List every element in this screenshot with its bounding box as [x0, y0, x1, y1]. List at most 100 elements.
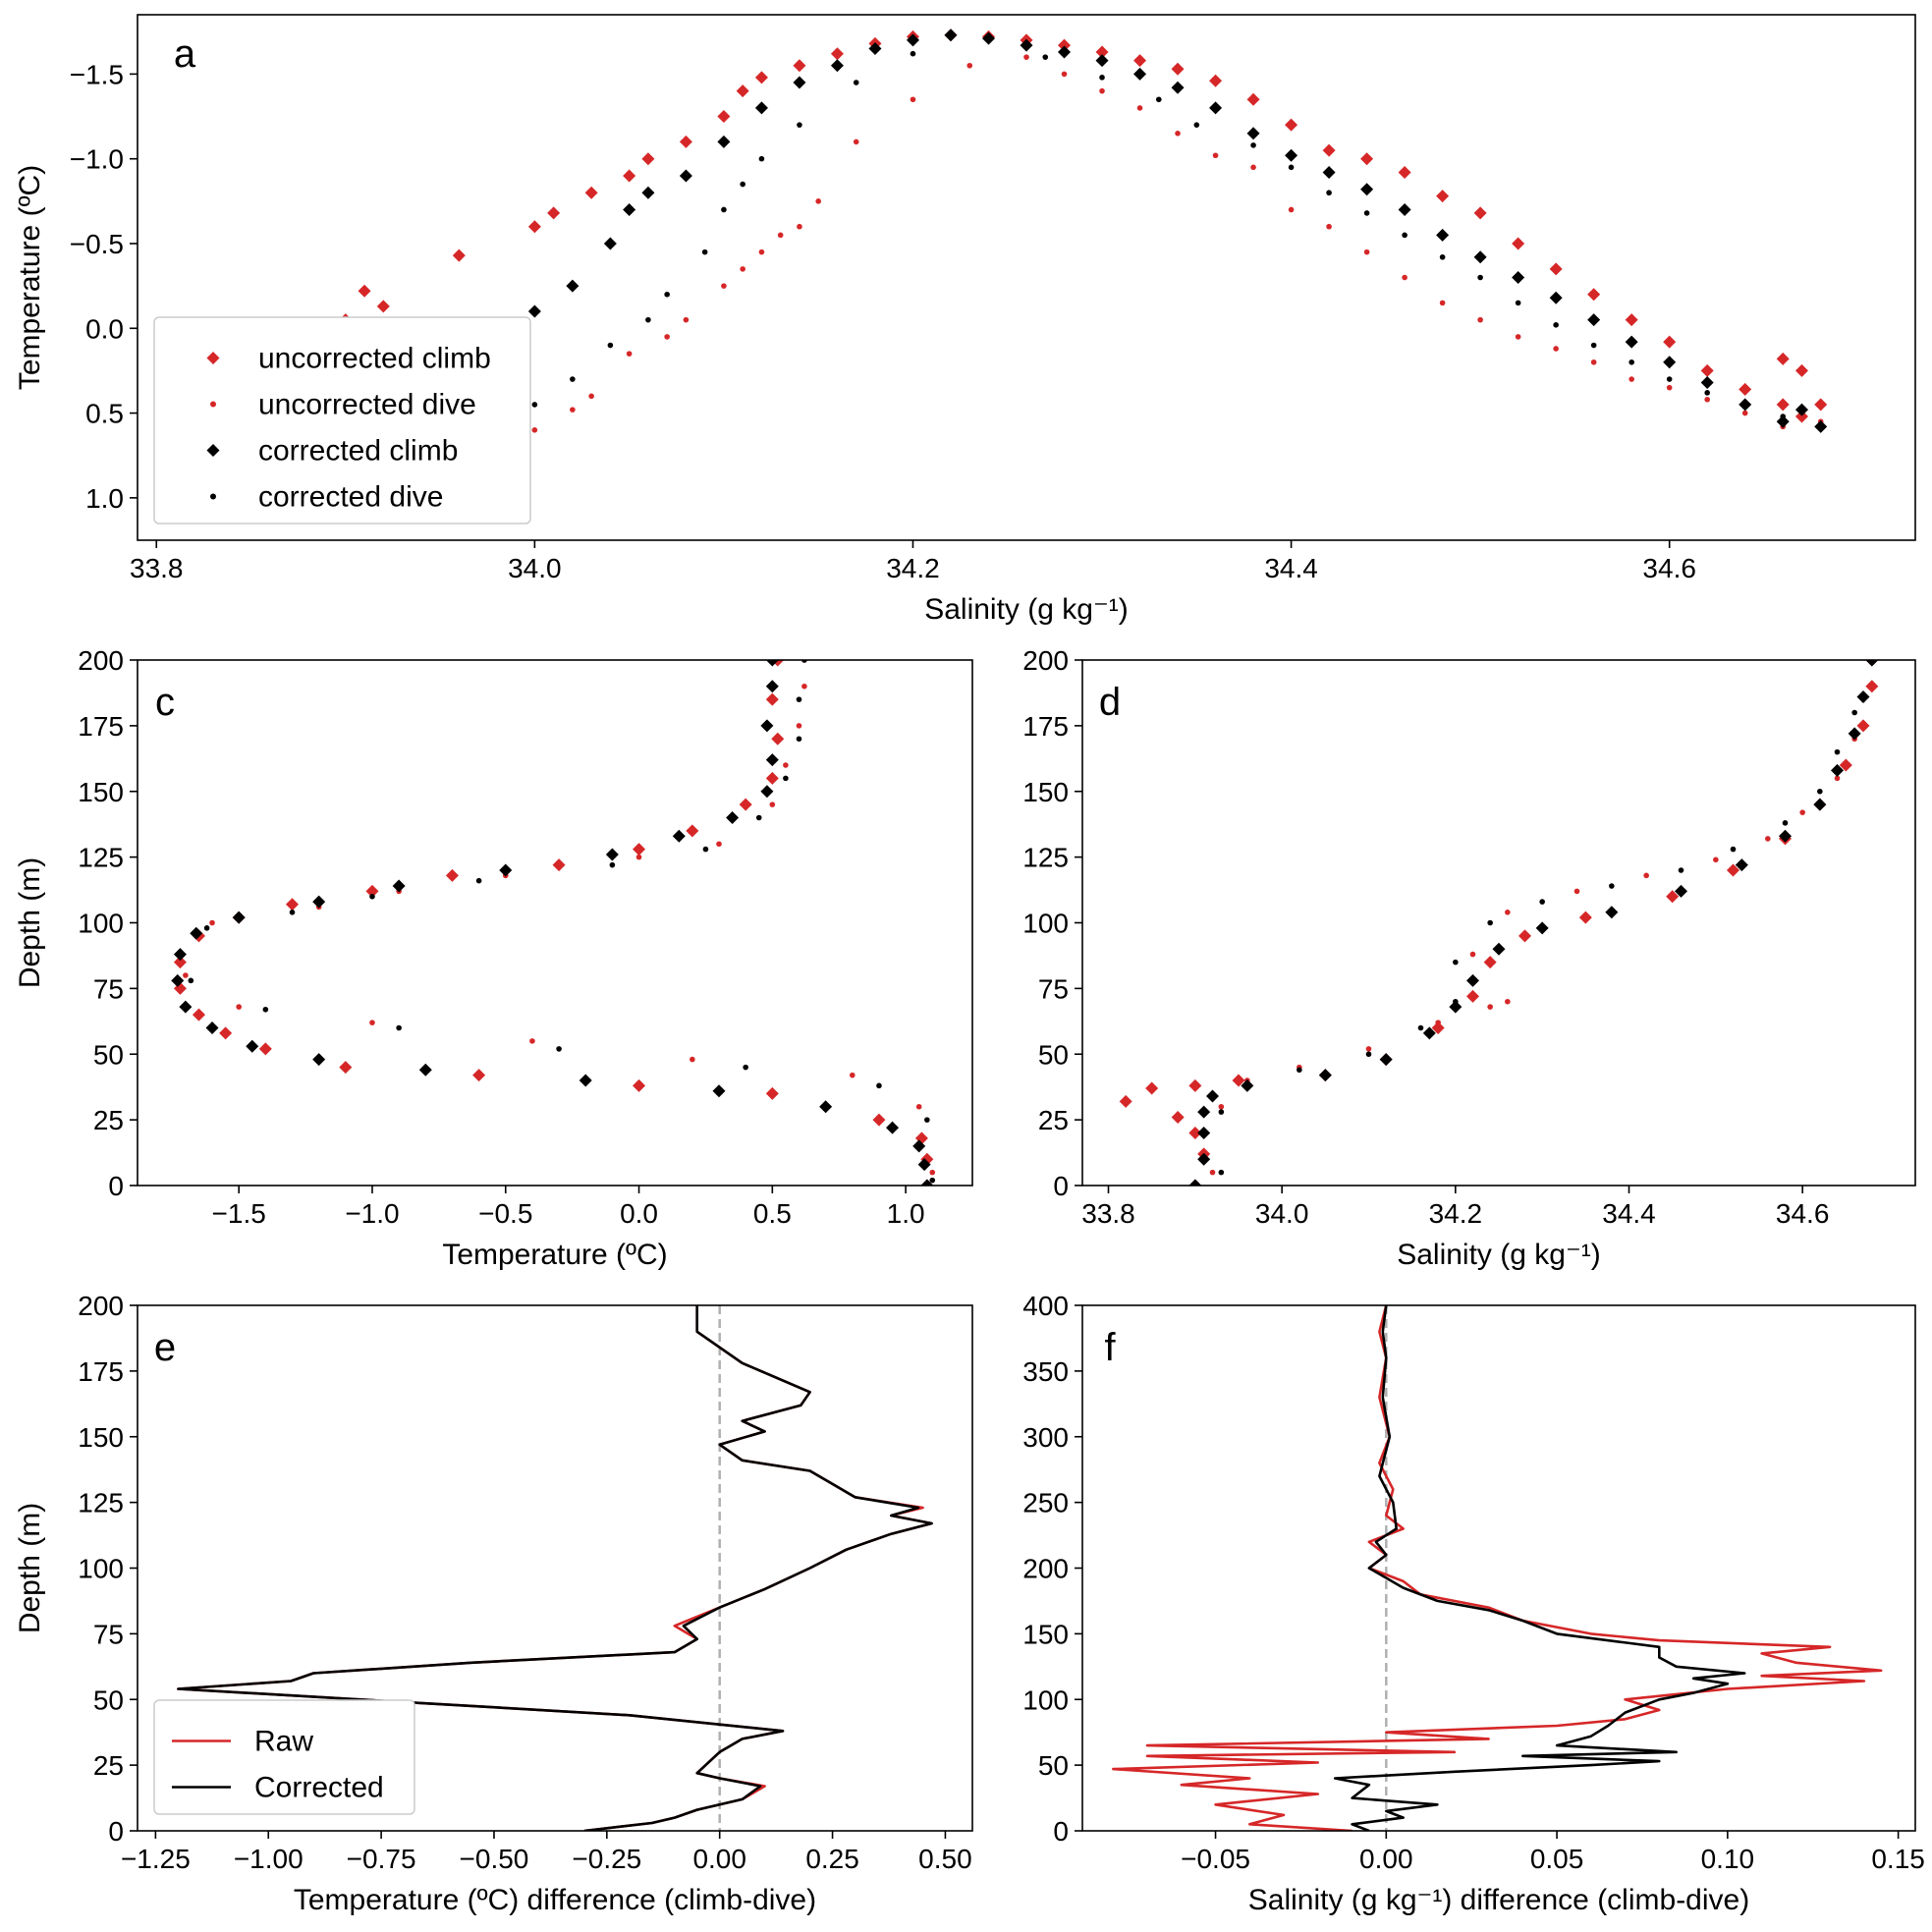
legend-label: corrected dive	[258, 481, 443, 514]
dot-marker	[1704, 396, 1710, 403]
diamond-marker	[1285, 118, 1298, 132]
y-tick-label: 0	[108, 1171, 124, 1201]
diamond-marker	[1209, 101, 1223, 115]
diamond-marker	[917, 1158, 931, 1172]
diamond-marker	[765, 771, 779, 785]
y-tick-label: 125	[78, 843, 124, 873]
diamond-marker	[1535, 921, 1549, 935]
dot-marker	[1765, 836, 1771, 842]
x-tick-label: 34.2	[1429, 1198, 1483, 1229]
dot-marker	[1539, 899, 1545, 905]
diamond-marker	[190, 926, 203, 940]
dot-marker	[1417, 1024, 1424, 1031]
diamond-marker	[793, 59, 806, 73]
dot-marker	[588, 393, 594, 400]
dot-marker	[529, 1038, 535, 1044]
dot-marker	[1365, 1046, 1372, 1052]
diamond-marker	[1466, 989, 1479, 1003]
diamond-marker	[246, 1039, 259, 1053]
dot-marker	[910, 50, 916, 57]
diamond-marker	[1436, 228, 1450, 242]
diamond-marker	[552, 858, 566, 872]
diamond-marker	[312, 1053, 326, 1067]
plot-area-e	[177, 1305, 933, 1831]
diamond-marker	[1587, 313, 1601, 327]
dot-marker	[1678, 867, 1684, 873]
legend-label: Corrected	[254, 1772, 384, 1804]
legend-diamond-swatch	[206, 352, 220, 364]
diamond-marker	[1856, 690, 1870, 703]
legend-diamond-swatch	[206, 444, 220, 457]
diamond-marker	[765, 753, 779, 767]
diamond-marker	[1188, 1127, 1202, 1139]
y-tick-label: 150	[1022, 1619, 1069, 1649]
x-axis-label: Temperature (ºC)	[442, 1239, 667, 1271]
diamond-marker	[672, 829, 686, 843]
y-tick-label: 400	[1022, 1291, 1069, 1321]
diamond-marker	[1578, 911, 1592, 924]
legend-label: uncorrected climb	[258, 343, 491, 375]
legend-label: uncorrected dive	[258, 389, 476, 421]
dot-marker	[1288, 206, 1295, 213]
diamond-marker	[765, 660, 779, 667]
dot-marker	[1365, 1051, 1372, 1058]
diamond-marker	[872, 1113, 886, 1127]
legend-entry: corrected dive	[210, 481, 443, 514]
diamond-marker	[1492, 942, 1506, 956]
series-raw	[1112, 1305, 1883, 1831]
diamond-marker	[418, 1063, 432, 1076]
dot-marker	[721, 206, 727, 213]
dot-marker	[721, 283, 727, 289]
dot-marker	[1469, 951, 1476, 958]
dot-marker	[1553, 322, 1559, 328]
dot-marker	[1453, 959, 1459, 966]
diamond-marker	[1058, 38, 1072, 52]
dot-marker	[1439, 300, 1446, 306]
dot-marker	[797, 223, 802, 230]
dot-marker	[570, 376, 576, 382]
dot-marker	[1326, 223, 1332, 230]
dot-marker	[626, 351, 633, 357]
panel-letter: a	[174, 32, 196, 76]
diamond-marker	[765, 692, 779, 706]
dot-marker	[556, 1046, 562, 1052]
series-uncorrected-dive	[1209, 660, 1875, 1176]
dot-marker	[796, 723, 802, 729]
y-tick-label: 50	[93, 1684, 124, 1715]
dot-marker	[1042, 54, 1049, 60]
diamond-marker	[1839, 758, 1852, 772]
series-raw-line	[1112, 1305, 1883, 1831]
dot-marker	[683, 316, 690, 323]
y-axis-label: Depth (m)	[14, 1503, 46, 1633]
diamond-marker	[312, 895, 326, 909]
x-tick-label: 34.0	[1255, 1198, 1309, 1229]
dot-marker	[1435, 1020, 1441, 1025]
legend: uncorrected climb uncorrected dive correct…	[153, 316, 531, 524]
diamond-marker	[527, 220, 541, 234]
diamond-marker	[179, 1000, 193, 1014]
diamond-marker	[633, 843, 646, 856]
y-tick-label: 200	[1022, 645, 1069, 676]
dot-marker	[758, 248, 765, 255]
y-tick-label: 200	[78, 1291, 124, 1321]
diamond-marker	[452, 248, 466, 262]
dot-marker	[635, 854, 642, 860]
diamond-marker	[1848, 727, 1861, 741]
diamond-marker	[1625, 335, 1638, 349]
dot-marker	[1193, 122, 1200, 128]
dot-marker	[1288, 164, 1295, 171]
diamond-marker	[339, 1061, 353, 1075]
dot-marker	[1817, 788, 1823, 795]
dot-marker	[236, 1004, 242, 1010]
y-tick-label: 150	[78, 1422, 124, 1453]
dot-marker	[796, 696, 802, 702]
x-tick-label: 0.15	[1871, 1844, 1925, 1874]
x-tick-label: 33.8	[130, 553, 184, 583]
y-axis-label: Temperature (ºC)	[14, 165, 46, 390]
y-tick-label: 150	[78, 777, 124, 807]
x-axis-label: Salinity (g kg⁻¹) difference (climb-dive…	[1248, 1884, 1749, 1916]
diamond-marker	[499, 863, 513, 877]
dot-marker	[1834, 775, 1841, 782]
dot-marker	[1515, 300, 1521, 306]
